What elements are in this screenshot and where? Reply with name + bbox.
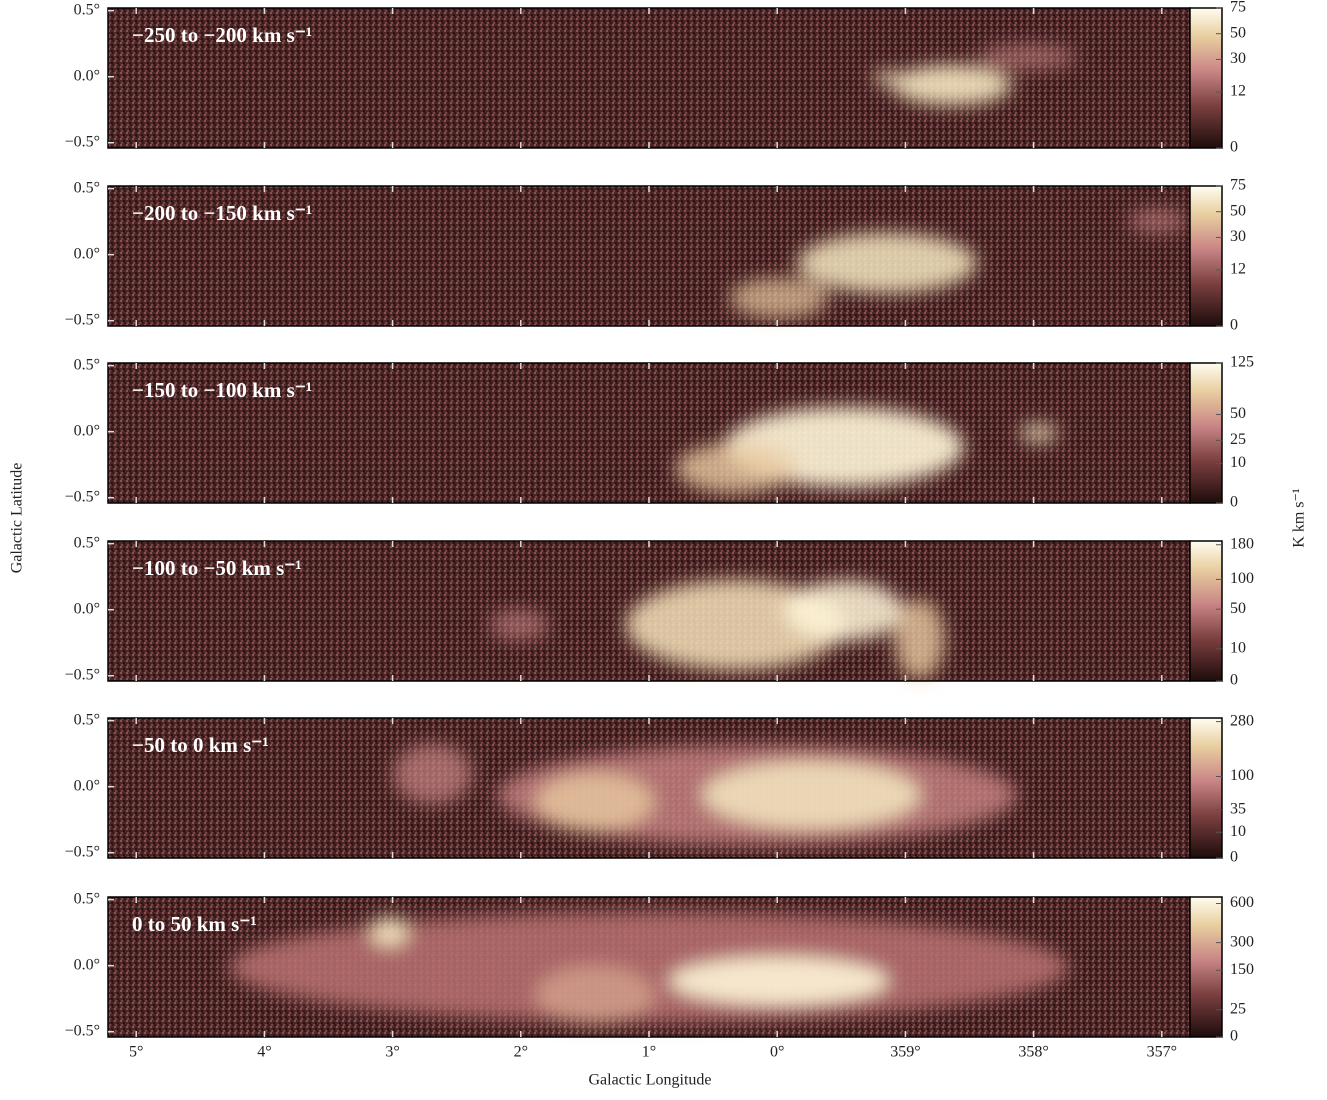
colorbar-tick-label: 0 — [1230, 1028, 1238, 1045]
colorbar-tick-label: 300 — [1230, 933, 1254, 950]
y-tick-label: 0.0° — [74, 777, 100, 794]
colorbar-tick-label: 100 — [1230, 767, 1254, 784]
colorbar-tick-label: 75 — [1230, 177, 1246, 194]
x-axis-label: Galactic Longitude — [588, 1072, 711, 1089]
panel-title: −250 to −200 km s⁻¹ — [132, 23, 312, 47]
y-axis-label: Galactic Latitude — [9, 463, 26, 574]
x-tick-label: 0° — [770, 1044, 784, 1061]
panel-title: 0 to 50 km s⁻¹ — [132, 912, 257, 936]
colorbar-tick-label: 0 — [1230, 849, 1238, 866]
emission-map — [728, 209, 1188, 318]
colorbar-tick-label: 150 — [1230, 961, 1254, 978]
colorbar-tick-label: 25 — [1230, 1000, 1246, 1017]
emission-blob — [783, 581, 904, 641]
x-tick-label: 1° — [642, 1044, 656, 1061]
colorbar-tick-label: 125 — [1230, 354, 1254, 371]
emission-blob — [534, 772, 655, 832]
x-tick-label: 4° — [257, 1044, 271, 1061]
colorbar-tick-label: 280 — [1230, 712, 1254, 729]
emission-blob — [1018, 423, 1059, 443]
colorbar-tick-label: 10 — [1230, 640, 1246, 657]
y-tick-label: −0.5° — [65, 1022, 100, 1039]
y-tick-label: 0.0° — [74, 67, 100, 84]
colorbar-tick-label: 10 — [1230, 823, 1246, 840]
y-tick-label: 0.0° — [74, 956, 100, 973]
emission-blob — [891, 65, 1012, 105]
colorbar-tick-label: 50 — [1230, 600, 1246, 617]
colorbar — [1189, 7, 1223, 149]
emission-blob — [728, 278, 829, 318]
emission-map — [229, 912, 1069, 1025]
emission-blob — [534, 965, 655, 1025]
colorbar-tick-label: 600 — [1230, 894, 1254, 911]
map-background — [108, 363, 1190, 503]
y-tick-label: 0.0° — [74, 422, 100, 439]
y-tick-label: 0.5° — [74, 711, 100, 728]
emission-blob — [1127, 209, 1188, 233]
emission-blob — [701, 760, 922, 830]
colorbar-tick-label: 50 — [1230, 202, 1246, 219]
x-tick-label: 2° — [514, 1044, 528, 1061]
colorbar — [1189, 717, 1223, 859]
colorbar — [1189, 540, 1223, 682]
colorbar-tick-label: 25 — [1230, 431, 1246, 448]
emission-blob — [675, 443, 796, 493]
emission-blob — [668, 956, 889, 1006]
colorbar-tick-label: 35 — [1230, 800, 1246, 817]
y-tick-label: 0.0° — [74, 245, 100, 262]
emission-map — [872, 45, 1078, 105]
y-tick-label: 0.5° — [74, 356, 100, 373]
colorbar-tick-label: 50 — [1230, 405, 1246, 422]
y-tick-label: −0.5° — [65, 666, 100, 683]
y-tick-label: −0.5° — [65, 311, 100, 328]
emission-map — [489, 580, 945, 679]
panel-title: −50 to 0 km s⁻¹ — [132, 733, 269, 757]
y-tick-label: −0.5° — [65, 488, 100, 505]
panel-title: −100 to −50 km s⁻¹ — [132, 556, 302, 580]
y-tick-label: 0.5° — [74, 890, 100, 907]
colorbar-tick-label: 0 — [1230, 494, 1238, 511]
colorbar-tick-label: 180 — [1230, 535, 1254, 552]
x-tick-label: 359° — [890, 1044, 920, 1061]
colorbar-tick-label: 100 — [1230, 570, 1254, 587]
map-background — [108, 186, 1190, 326]
y-tick-label: 0.0° — [74, 600, 100, 617]
colorbar-label: K km s⁻¹ — [1291, 488, 1308, 548]
emission-blob — [392, 744, 473, 804]
y-tick-label: 0.5° — [74, 179, 100, 196]
emission-blob — [977, 45, 1078, 69]
panel-title: −150 to −100 km s⁻¹ — [132, 378, 312, 402]
panel-title: −200 to −150 km s⁻¹ — [132, 201, 312, 225]
y-tick-label: −0.5° — [65, 843, 100, 860]
colorbar-tick-label: 75 — [1230, 0, 1246, 16]
x-tick-label: 358° — [1018, 1044, 1048, 1061]
x-tick-label: 5° — [129, 1044, 143, 1061]
x-tick-label: 357° — [1147, 1044, 1177, 1061]
emission-blob — [489, 610, 550, 640]
colorbar-tick-label: 10 — [1230, 454, 1246, 471]
emission-blob — [872, 70, 903, 86]
colorbar-tick-label: 50 — [1230, 24, 1246, 41]
emission-blob — [797, 233, 978, 293]
colorbar-tick-label: 0 — [1230, 317, 1238, 334]
colorbar-tick-label: 0 — [1230, 672, 1238, 689]
colorbar-tick-label: 12 — [1230, 261, 1246, 278]
colorbar-tick-label: 30 — [1230, 50, 1246, 67]
colorbar — [1189, 185, 1223, 327]
emission-blob — [369, 917, 410, 947]
y-tick-label: 0.5° — [74, 534, 100, 551]
colorbar-tick-label: 0 — [1230, 139, 1238, 156]
colorbar-tick-label: 30 — [1230, 228, 1246, 245]
y-tick-label: 0.5° — [74, 1, 100, 18]
colorbar-tick-label: 12 — [1230, 83, 1246, 100]
y-tick-label: −0.5° — [65, 133, 100, 150]
map-background — [108, 8, 1190, 148]
emission-map — [392, 744, 1018, 845]
x-tick-label: 3° — [385, 1044, 399, 1061]
emission-map — [675, 407, 1059, 493]
colorbar — [1189, 896, 1223, 1038]
emission-blob — [894, 599, 945, 679]
colorbar — [1189, 362, 1223, 504]
